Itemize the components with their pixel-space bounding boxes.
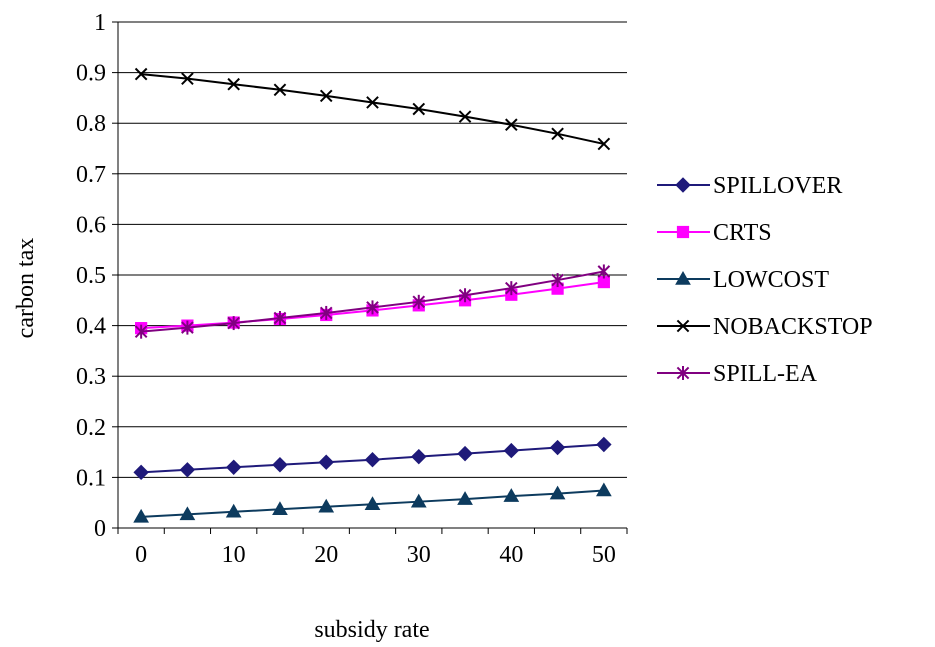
data-point: [411, 448, 427, 465]
data-point: [134, 324, 148, 339]
x-tick-label: 30: [407, 542, 431, 568]
y-tick-label: 0.7: [76, 162, 106, 188]
data-point: [181, 320, 194, 335]
data-point: [273, 311, 287, 326]
x-tick-label: 50: [592, 542, 616, 568]
data-point: [505, 118, 518, 132]
data-point: [179, 506, 196, 521]
legend-label: SPILL-EA: [713, 361, 818, 387]
data-point: [412, 102, 426, 116]
data-point: [227, 316, 240, 331]
data-point: [318, 454, 334, 470]
data-point: [503, 442, 520, 459]
x-tick-label: 10: [222, 542, 246, 568]
legend-item: SPILL-EA: [657, 361, 818, 387]
series-nobackstop: [134, 67, 611, 151]
data-point: [549, 485, 566, 500]
data-point: [225, 503, 242, 518]
data-point: [319, 89, 333, 103]
series-lowcost: [133, 482, 612, 523]
data-point: [412, 294, 426, 309]
data-point: [225, 459, 242, 475]
legend-item: CRTS: [657, 220, 772, 246]
y-axis-label: carbon tax: [13, 238, 39, 339]
data-point: [181, 72, 194, 85]
data-point: [366, 96, 379, 109]
data-point: [457, 445, 473, 462]
data-point: [410, 493, 427, 508]
y-tick-label: 0.4: [76, 314, 106, 340]
data-point: [318, 498, 335, 513]
data-point: [676, 225, 690, 239]
data-point: [364, 451, 381, 468]
data-point: [505, 281, 518, 296]
series-spillover: [133, 436, 612, 481]
data-point: [597, 137, 611, 151]
data-point: [364, 496, 381, 510]
series-layer: [133, 67, 612, 523]
y-tick-label: 1: [94, 10, 106, 36]
data-point: [458, 288, 472, 303]
legend-item: SPILLOVER: [657, 173, 842, 199]
data-point: [273, 83, 287, 97]
data-point: [227, 77, 240, 91]
data-point: [272, 501, 288, 516]
x-tick-label: 0: [135, 542, 147, 568]
data-point: [549, 439, 566, 456]
data-point: [676, 319, 690, 333]
legend-item: LOWCOST: [657, 267, 829, 293]
data-point: [675, 177, 691, 193]
series-line: [141, 73, 605, 145]
y-tick-label: 0.5: [76, 263, 106, 289]
legend-label: SPILLOVER: [713, 173, 842, 199]
data-point: [596, 482, 612, 497]
legend-label: LOWCOST: [713, 267, 829, 293]
gridlines: [118, 21, 627, 478]
data-point: [179, 462, 196, 478]
y-tick-label: 0.2: [76, 415, 106, 441]
legend: SPILLOVER CRTS LOWCOST NOBACKSTOP SPILL-EA: [657, 173, 873, 387]
legend-label: NOBACKSTOP: [713, 314, 873, 340]
data-point: [596, 436, 612, 453]
data-point: [366, 300, 379, 315]
data-point: [503, 488, 520, 502]
data-point: [458, 110, 472, 123]
x-tick-label: 40: [499, 542, 523, 568]
data-point: [676, 366, 690, 380]
legend-label: CRTS: [713, 220, 772, 246]
data-point: [551, 273, 564, 288]
y-tick-label: 0.6: [76, 212, 106, 238]
x-axis-label: subsidy rate: [314, 617, 429, 643]
data-point: [319, 305, 333, 320]
data-point: [597, 264, 611, 279]
data-point: [133, 464, 149, 481]
data-point: [457, 491, 473, 505]
y-tick-label: 0.9: [76, 61, 106, 87]
legend-item: NOBACKSTOP: [657, 314, 873, 340]
y-tick-label: 0.1: [76, 465, 106, 491]
data-point: [675, 270, 691, 285]
data-point: [134, 67, 148, 81]
y-tick-label: 0.8: [76, 111, 106, 137]
data-point: [551, 127, 564, 141]
series-spill-ea: [134, 264, 611, 339]
y-tick-label: 0: [94, 516, 106, 542]
data-point: [133, 508, 149, 523]
data-point: [272, 457, 288, 473]
axes: 00.10.20.30.40.50.60.70.80.910 10 20 30 40 50: [76, 10, 628, 568]
y-tick-label: 0.3: [76, 364, 106, 390]
x-tick-label: 20: [314, 542, 338, 568]
